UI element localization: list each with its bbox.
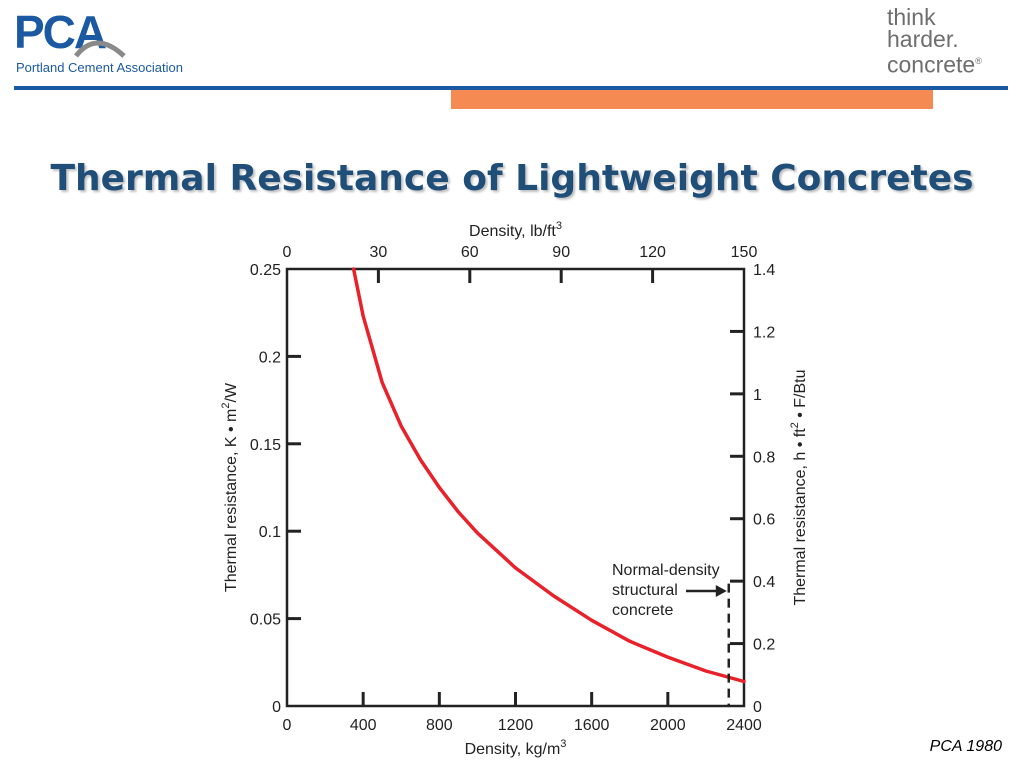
x-tick-label-top: 120 (639, 244, 666, 261)
series-line-0 (351, 267, 746, 684)
y-tick-label-right: 0.2 (753, 637, 775, 654)
logo-trademark: ® (975, 56, 982, 66)
x-tick-label-bottom: 400 (350, 717, 377, 734)
logo-line-think: think (887, 4, 936, 30)
x-axis-label-top: Density, lb/ft3 (469, 220, 562, 240)
x-tick-label-bottom: 1600 (574, 717, 610, 734)
logo-line-harder: harder. (887, 26, 959, 52)
logo-line-concrete: concrete (887, 51, 976, 78)
y-tick-label-left: 0 (272, 699, 281, 716)
pca-swoosh-icon (74, 40, 126, 58)
x-tick-label-bottom: 1200 (498, 717, 534, 734)
x-tick-label-top: 150 (731, 244, 758, 261)
y-tick-label-right: 0.4 (753, 574, 775, 591)
y-tick-label-right: 1 (753, 387, 762, 404)
x-tick-label-top: 60 (461, 244, 479, 261)
header-rule-orange (451, 90, 933, 109)
y-axis-label-left: Thermal resistance, K • m2/W (220, 382, 240, 592)
x-tick-label-bottom: 2400 (726, 717, 762, 734)
y-tick-label-right: 0 (753, 699, 762, 716)
y-tick-label-left: 0.1 (259, 524, 281, 541)
pca-logo-subtitle: Portland Cement Association (16, 60, 183, 75)
pca-logo-mark: PCA (14, 6, 107, 58)
plot-frame (285, 267, 746, 708)
y-tick-label-right: 1.4 (753, 262, 775, 279)
y-tick-label-right: 1.2 (753, 324, 775, 341)
y-tick-label-left: 0.05 (250, 612, 281, 629)
y-tick-label-right: 0.6 (753, 512, 775, 529)
x-tick-label-bottom: 0 (283, 717, 292, 734)
y-tick-label-left: 0.25 (250, 262, 281, 279)
y-tick-label-right: 0.8 (753, 449, 775, 466)
x-tick-label-top: 90 (552, 244, 570, 261)
y-axis-label-right: Thermal resistance, h • ft2 • F/Btu (789, 369, 809, 605)
think-harder-concrete-logo: think harder. concrete® (887, 4, 1012, 78)
x-tick-label-bottom: 2000 (650, 717, 686, 734)
y-tick-label-left: 0.15 (250, 437, 281, 454)
y-tick-label-left: 0.2 (259, 349, 281, 366)
pca-logo: PCA Portland Cement Association (14, 6, 214, 80)
annotation-text-line: Normal-density (612, 562, 720, 579)
annotation-text-line: concrete (612, 602, 673, 619)
x-tick-label-top: 30 (370, 244, 388, 261)
x-tick-label-bottom: 800 (426, 717, 453, 734)
annotation-arrow-head (715, 585, 727, 597)
source-note: PCA 1980 (929, 738, 1002, 755)
slide-title: Thermal Resistance of Lightweight Concre… (50, 158, 974, 199)
header-rule-blue (14, 86, 1008, 90)
x-axis-label-bottom: Density, kg/m3 (465, 738, 567, 758)
annotation-text-line: structural (612, 582, 678, 599)
x-tick-label-top: 0 (283, 244, 292, 261)
